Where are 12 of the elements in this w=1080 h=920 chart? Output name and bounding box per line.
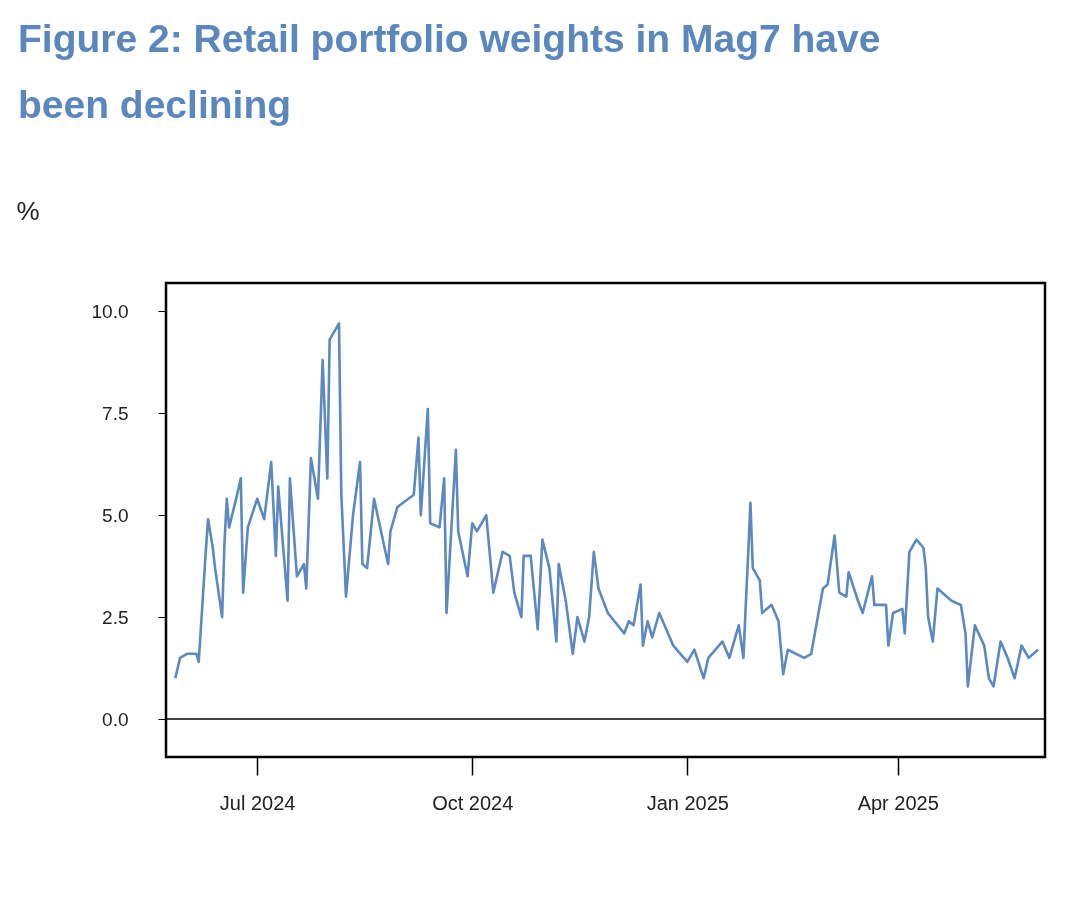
- y-tick-label: 2.5: [102, 606, 129, 628]
- x-tick-label: Apr 2025: [857, 791, 939, 814]
- line-series: [174, 322, 1040, 688]
- y-axis-title: %: [16, 195, 40, 226]
- x-tick-label: Jan 2025: [646, 791, 729, 814]
- y-tick-label: 7.5: [102, 402, 129, 424]
- y-tick-label: 10.0: [91, 300, 129, 322]
- y-tick-label: 0.0: [102, 708, 129, 730]
- x-tick-label: Jul 2024: [219, 791, 296, 814]
- x-tick-label: Oct 2024: [432, 791, 514, 814]
- y-tick-label: 5.0: [102, 504, 129, 526]
- chart-title: Figure 2: Retail portfolio weights in Mag7 have been declining: [18, 17, 881, 126]
